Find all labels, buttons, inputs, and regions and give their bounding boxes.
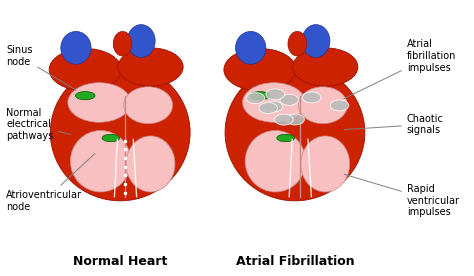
- Circle shape: [280, 94, 299, 105]
- Ellipse shape: [124, 87, 173, 124]
- Text: Atrioventricular
node: Atrioventricular node: [6, 153, 95, 212]
- Text: Chaotic
signals: Chaotic signals: [344, 113, 444, 135]
- Circle shape: [266, 89, 284, 100]
- Ellipse shape: [61, 31, 91, 64]
- Ellipse shape: [292, 48, 358, 86]
- Text: Sinus
node: Sinus node: [6, 45, 76, 90]
- Ellipse shape: [277, 134, 294, 142]
- Ellipse shape: [225, 64, 365, 201]
- Text: Atrial
fibrillation
impulses: Atrial fibrillation impulses: [344, 39, 456, 99]
- Ellipse shape: [126, 136, 175, 192]
- Ellipse shape: [68, 83, 131, 122]
- Ellipse shape: [302, 25, 330, 57]
- Ellipse shape: [113, 31, 132, 56]
- Ellipse shape: [118, 48, 183, 86]
- Text: Normal Heart: Normal Heart: [73, 255, 167, 268]
- Text: Atrial Fibrillation: Atrial Fibrillation: [236, 255, 354, 268]
- Text: Normal
electrical
pathways: Normal electrical pathways: [6, 108, 71, 141]
- Ellipse shape: [245, 131, 306, 192]
- Ellipse shape: [224, 49, 296, 91]
- Ellipse shape: [299, 87, 347, 124]
- Text: Rapid
ventricular
impulses: Rapid ventricular impulses: [344, 174, 460, 217]
- Circle shape: [259, 103, 278, 113]
- Circle shape: [330, 100, 349, 111]
- Ellipse shape: [236, 31, 266, 64]
- Ellipse shape: [50, 64, 190, 201]
- Ellipse shape: [70, 131, 131, 192]
- Circle shape: [264, 101, 283, 112]
- Circle shape: [286, 114, 304, 125]
- Ellipse shape: [75, 92, 95, 100]
- Ellipse shape: [243, 83, 305, 122]
- Circle shape: [302, 92, 321, 103]
- Ellipse shape: [288, 31, 307, 56]
- Ellipse shape: [49, 49, 121, 91]
- Ellipse shape: [102, 134, 120, 142]
- Ellipse shape: [127, 25, 155, 57]
- Circle shape: [274, 114, 293, 125]
- Circle shape: [246, 93, 265, 104]
- Ellipse shape: [301, 136, 350, 192]
- Ellipse shape: [250, 92, 270, 100]
